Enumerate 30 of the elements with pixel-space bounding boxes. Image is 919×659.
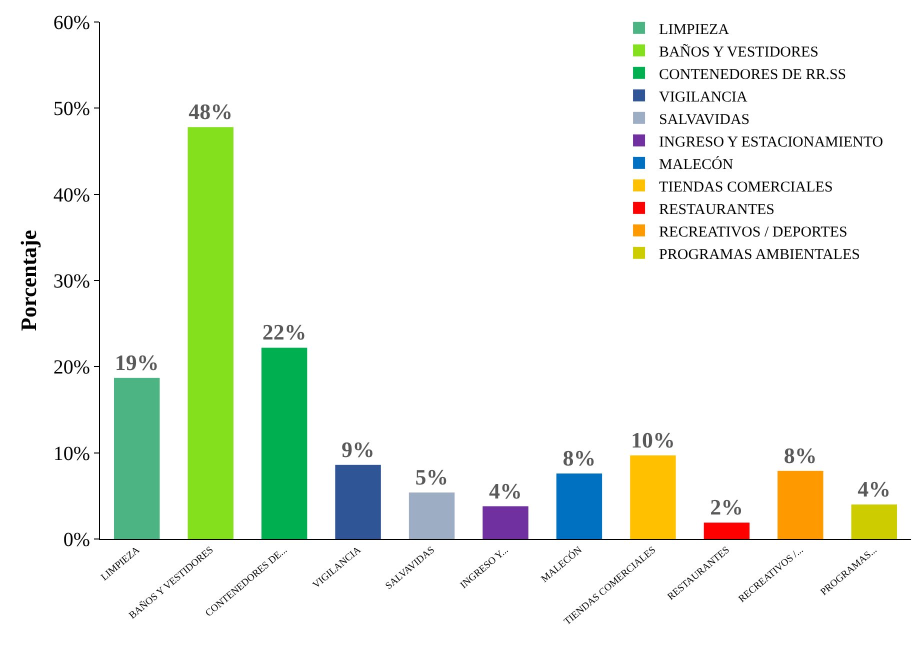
data-label: 8%	[784, 442, 817, 468]
legend-label: RECREATIVOS / DEPORTES	[659, 224, 848, 240]
legend-label: VIGILANCIA	[659, 89, 748, 106]
y-tick-label: 60%	[53, 12, 90, 34]
data-label: 10%	[630, 427, 675, 452]
data-label: 4%	[489, 478, 522, 504]
legend-label: CONTENEDORES DE RR.SS	[659, 66, 846, 83]
y-tick-label: 30%	[53, 270, 90, 292]
data-label: 2%	[710, 494, 744, 520]
legend-label: INGRESO Y ESTACIONAMIENTO	[659, 134, 884, 150]
legend-label: LIMPIEZA	[659, 22, 730, 38]
data-label: 22%	[262, 320, 306, 345]
y-tick-label: 20%	[53, 356, 90, 379]
data-label: 19%	[114, 350, 159, 375]
data-label: 8%	[562, 446, 596, 471]
y-tick-label: 50%	[53, 98, 90, 120]
legend-label: TIENDAS COMERCIALES	[659, 179, 833, 196]
y-tick-label: 10%	[53, 442, 90, 465]
data-label: 48%	[188, 99, 233, 124]
legend-label: PROGRAMAS AMBIENTALES	[659, 246, 860, 263]
legend-label: RESTAURANTES	[659, 202, 775, 218]
data-label: 5%	[415, 464, 448, 490]
y-axis-title: Porcentaje	[16, 230, 42, 331]
legend-label: SALVAVIDAS	[659, 112, 750, 128]
y-tick-label: 40%	[53, 184, 90, 206]
legend-label: MALECÓN	[659, 156, 734, 173]
y-tick-label: 0%	[63, 529, 90, 551]
data-label: 9%	[342, 436, 375, 462]
legend-label: BAÑOS Y VESTIDORES	[659, 43, 819, 60]
data-label: 4%	[858, 476, 891, 502]
